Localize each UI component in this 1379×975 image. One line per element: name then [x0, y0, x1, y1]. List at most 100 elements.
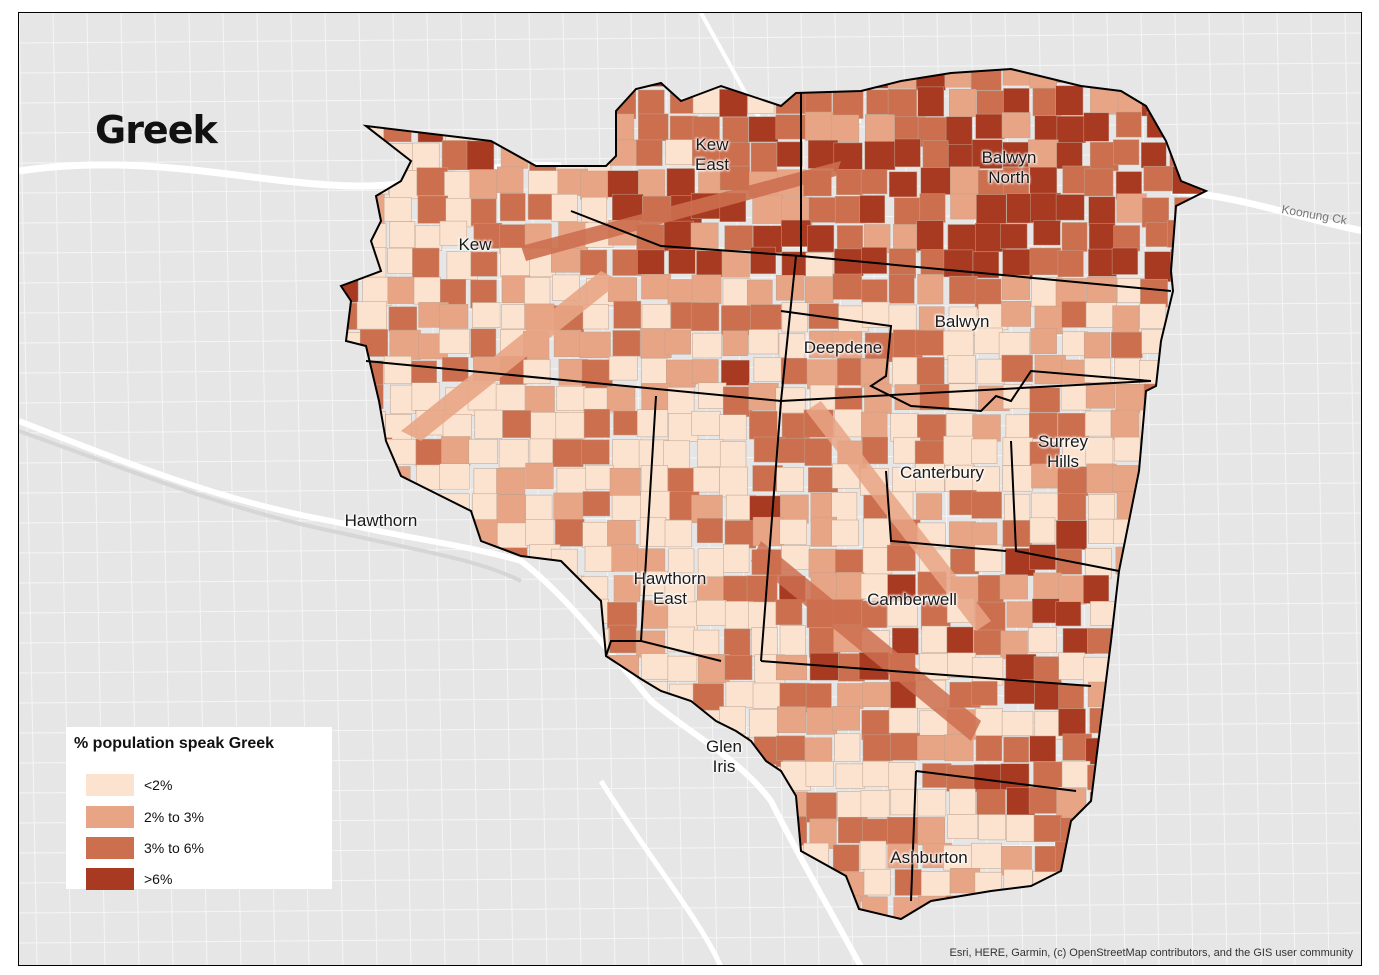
region-cell	[807, 359, 839, 390]
region-cell	[470, 198, 497, 226]
region-cell	[750, 246, 776, 274]
region-cell	[641, 274, 672, 300]
region-cell	[525, 462, 554, 490]
region-cell	[390, 384, 416, 415]
region-cell	[949, 521, 976, 547]
region-cell	[860, 790, 890, 818]
region-cell	[971, 438, 998, 464]
region-cell	[387, 247, 414, 274]
region-cell	[1083, 575, 1110, 604]
region-cell	[890, 413, 919, 442]
region-cell	[1140, 142, 1167, 169]
region-cell	[529, 438, 557, 464]
region-cell	[890, 788, 919, 816]
region-cell	[804, 737, 833, 764]
region-cell	[1006, 601, 1033, 628]
region-cell	[1028, 627, 1057, 653]
region-cell	[1113, 436, 1141, 462]
region-cell	[666, 168, 695, 199]
region-cell	[832, 844, 860, 872]
region-cell	[389, 221, 416, 248]
region-cell	[917, 735, 946, 761]
region-cell	[613, 575, 641, 602]
place-label: Surrey Hills	[1037, 432, 1089, 471]
region-cell	[697, 548, 725, 578]
region-cell	[690, 222, 719, 251]
region-cell	[579, 249, 608, 276]
region-cell	[1030, 492, 1061, 521]
region-cell	[861, 247, 888, 274]
region-cell	[383, 197, 412, 222]
region-cell	[525, 494, 553, 521]
region-cell	[691, 274, 722, 305]
region-cell	[1029, 387, 1060, 413]
region-cell	[555, 519, 585, 547]
region-cell	[1004, 679, 1035, 705]
region-cell	[1002, 520, 1032, 547]
region-cell	[722, 330, 749, 357]
region-cell	[1029, 166, 1058, 195]
region-cell	[976, 90, 1006, 118]
region-cell	[916, 493, 942, 520]
region-cell	[525, 519, 555, 546]
region-cell	[807, 139, 839, 169]
region-cell	[613, 300, 642, 329]
region-cell	[752, 516, 784, 547]
region-cell	[524, 277, 551, 306]
region-cell	[976, 194, 1007, 224]
place-label: Balwyn North	[981, 148, 1037, 187]
region-cell	[752, 682, 782, 709]
region-cell	[888, 274, 915, 304]
region-cell	[1110, 409, 1139, 440]
region-cell	[690, 302, 720, 331]
region-cell	[894, 197, 920, 225]
region-cell	[976, 358, 1005, 385]
region-cell	[696, 518, 723, 543]
region-cell	[886, 544, 916, 572]
suburb-boundary-line	[780, 310, 1152, 413]
region-cell	[776, 467, 804, 492]
region-cell	[943, 330, 974, 360]
region-cell	[641, 600, 668, 629]
region-cell	[412, 142, 440, 173]
region-cell	[1004, 493, 1031, 524]
region-cell	[947, 814, 979, 839]
region-cell	[664, 519, 693, 548]
region-cell	[1090, 601, 1117, 626]
region-cell	[776, 141, 803, 167]
region-cell	[1061, 301, 1087, 328]
region-cell	[668, 249, 696, 274]
region-cell	[1144, 251, 1172, 282]
region-cell	[974, 278, 1002, 309]
region-cell	[978, 814, 1006, 841]
region-cell	[640, 490, 672, 520]
region-cell	[1139, 303, 1167, 329]
region-cell	[582, 521, 610, 549]
region-cell	[1031, 463, 1058, 489]
legend-title: % population speak Greek	[74, 735, 275, 752]
region-cell	[692, 139, 722, 166]
region-cell	[887, 89, 917, 120]
region-cell	[862, 436, 888, 465]
region-cell	[862, 682, 893, 707]
region-cell	[691, 410, 721, 436]
region-cell	[637, 249, 665, 275]
region-cell	[864, 141, 896, 171]
region-cell	[1115, 384, 1147, 413]
region-cell	[949, 88, 977, 117]
region-cell	[950, 548, 979, 575]
region-cell	[721, 250, 750, 278]
region-cell	[863, 518, 891, 548]
region-cell	[1055, 85, 1084, 116]
region-cell	[999, 574, 1028, 600]
region-cell	[892, 627, 919, 655]
legend-item: >6%	[86, 867, 172, 891]
region-cell	[888, 304, 917, 335]
region-cell	[383, 355, 412, 385]
region-cell	[1085, 548, 1112, 579]
region-cell	[1083, 332, 1111, 359]
region-cell	[1002, 141, 1033, 168]
region-cell	[389, 329, 421, 360]
region-cell	[439, 220, 468, 246]
region-cell	[413, 276, 441, 305]
